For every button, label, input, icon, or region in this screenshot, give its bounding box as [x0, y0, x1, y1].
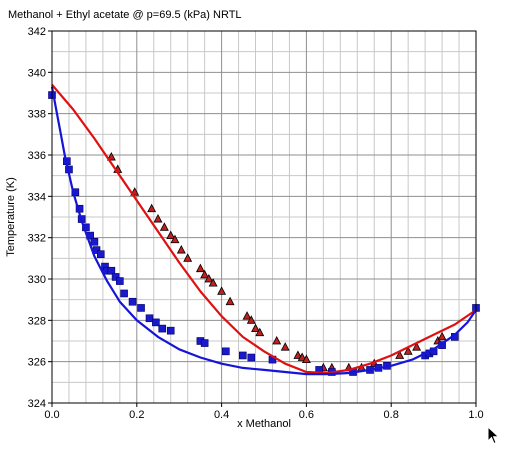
liquid-data-point: [208, 278, 218, 287]
liquid-data-point: [403, 346, 413, 355]
y-tick-label: 342: [28, 26, 46, 38]
y-tick-label: 328: [28, 315, 46, 327]
liquid-data-point: [412, 342, 422, 351]
chart-title: Methanol + Ethyl acetate @ p=69.5 (kPa) …: [8, 9, 242, 21]
y-tick-label: 338: [28, 109, 46, 121]
y-tick-label: 334: [28, 191, 46, 203]
liquid-data-point: [272, 335, 282, 345]
liquid-data-point: [242, 311, 252, 320]
plot-frame: [51, 30, 477, 404]
liquid-data-point: [251, 323, 260, 333]
liquid-data-point: [297, 352, 307, 361]
tick-layer: 0.0 0.2 0.4 0.6 0.8 1.0 324 326 328 330 332 334 336 3…: [28, 26, 484, 421]
x-tick-label: 0.8: [384, 409, 399, 421]
liquid-data-point: [195, 263, 205, 273]
vapor-data-point: [247, 353, 256, 362]
x-tick-label: 0.6: [299, 409, 314, 421]
dew-point-curve: [51, 83, 477, 375]
vapor-data-point: [120, 289, 128, 298]
liquid-data-point: [204, 273, 214, 283]
mouse-pointer-icon: [487, 426, 500, 445]
y-tick-label: 332: [28, 233, 46, 245]
liquid-data-point: [246, 315, 256, 324]
vapor-data-point: [200, 339, 209, 347]
vapor-data-point: [90, 238, 99, 246]
y-tick-label: 326: [28, 357, 46, 369]
y-axis-label: Temperature (K): [5, 177, 17, 256]
liquid-data-point: [176, 245, 186, 254]
liquid-data-point: [225, 296, 235, 306]
liquid-data-point: [255, 327, 265, 337]
liquid-data-point: [170, 234, 180, 244]
x-tick-label: 0.0: [44, 409, 59, 421]
liquid-data-point: [183, 253, 193, 262]
vapor-data-point: [111, 273, 120, 281]
liquid-data-point: [166, 230, 176, 240]
vapor-data-point: [166, 326, 175, 335]
liquid-data-point: [301, 354, 311, 364]
vapor-data-point: [96, 250, 105, 258]
liquid-data-point: [395, 350, 405, 359]
liquid-data-point: [159, 222, 169, 231]
liquid-data-point: [293, 350, 303, 359]
vapor-data-point: [222, 347, 230, 356]
vapor-data-point: [239, 351, 247, 360]
liquid-data-point: [106, 152, 116, 161]
x-tick-label: 1.0: [468, 409, 483, 421]
vapor-data-point: [116, 277, 124, 285]
liquid-data-point: [200, 269, 210, 279]
liquid-data-point: [280, 342, 290, 351]
x-tick-label: 0.4: [214, 409, 229, 421]
liquid-data-point: [217, 286, 227, 295]
vapor-data-point: [145, 314, 154, 323]
vapor-data-point: [107, 266, 116, 275]
bubble-point-curve: [50, 86, 477, 376]
vapor-data-point: [128, 297, 137, 306]
vapor-data-point: [137, 304, 145, 312]
liquid-data-point: [147, 203, 157, 213]
y-tick-label: 340: [28, 67, 46, 79]
liquid-data-point: [437, 331, 447, 341]
vapor-data-point: [152, 318, 160, 327]
vapor-data-point: [158, 324, 167, 333]
y-tick-label: 324: [28, 398, 46, 410]
x-axis-label: x Methanol: [237, 418, 291, 430]
liquid-data-point: [153, 214, 163, 223]
y-tick-label: 330: [28, 274, 46, 286]
y-tick-label: 336: [28, 150, 46, 162]
x-tick-label: 0.2: [129, 409, 144, 421]
series-layer: [48, 83, 480, 376]
